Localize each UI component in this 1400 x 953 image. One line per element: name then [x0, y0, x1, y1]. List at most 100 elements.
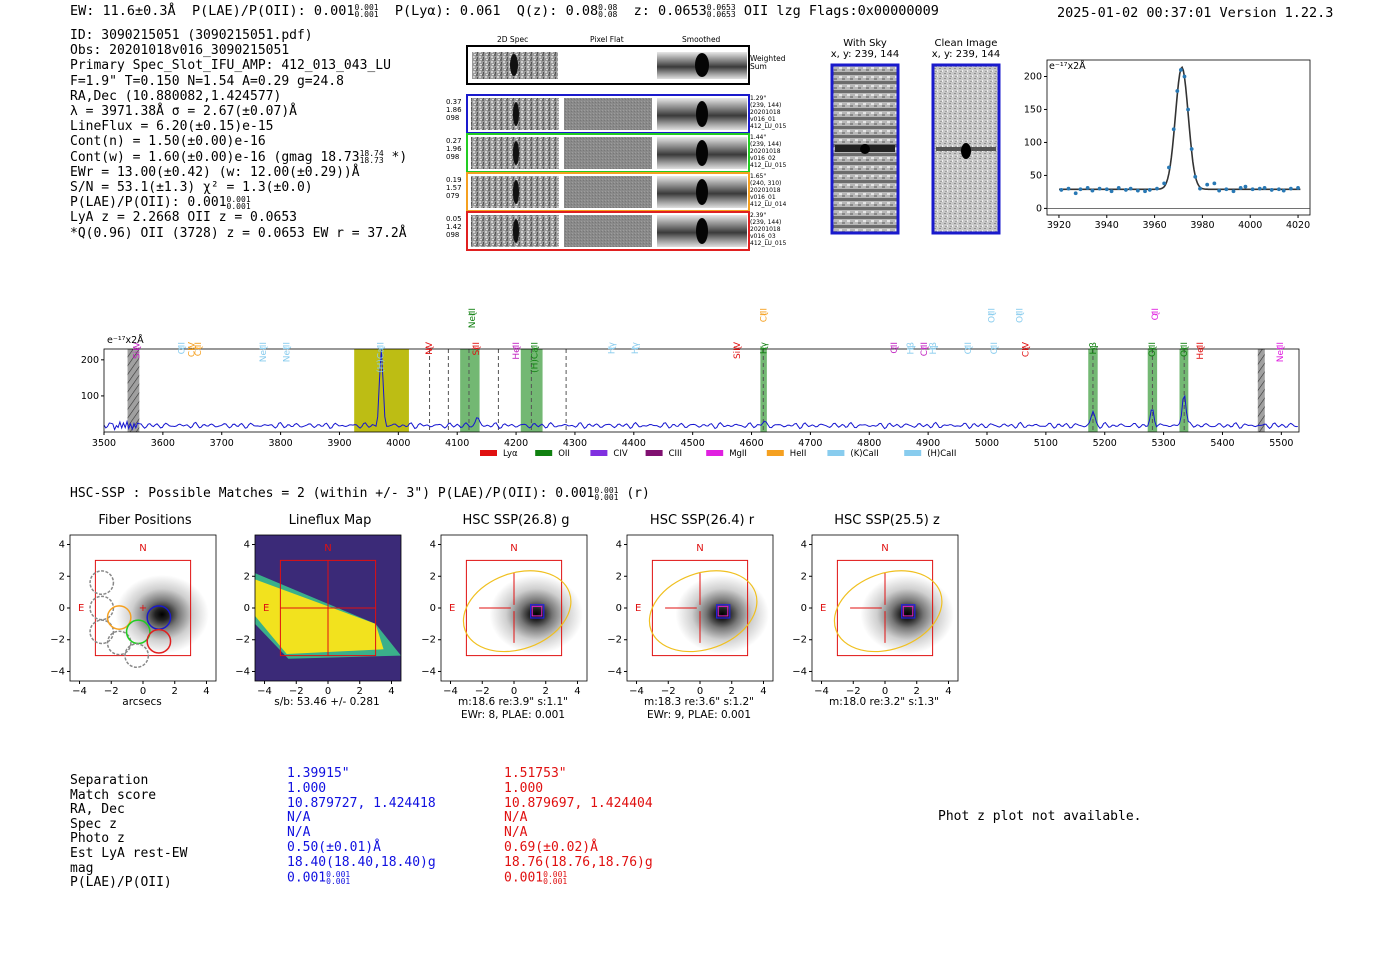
spec-unit-label: e⁻¹⁷x2Å — [107, 335, 144, 346]
label-separation: Separation — [70, 773, 149, 788]
spectrum-xtick-label: 4700 — [798, 438, 822, 449]
y-tick-label: −2 — [421, 635, 436, 646]
fit-data-point — [1238, 186, 1243, 190]
y-tick-label: −2 — [607, 635, 622, 646]
spectral-line-label: OIII — [1180, 342, 1190, 357]
spectrum-xtick-label: 5100 — [1034, 438, 1058, 449]
fit-data-point — [1205, 182, 1210, 187]
hsc-caption-1: m:18.6 re:3.9" s:1.1" — [458, 696, 568, 708]
fit-xtick-label: 3920 — [1047, 220, 1071, 231]
cutout-2d-source — [513, 102, 519, 126]
fiber-info-line: 20201018 — [750, 148, 781, 155]
hsc-panel-title: Fiber Positions — [98, 513, 192, 528]
weight-value: 1.42 — [446, 223, 462, 231]
fit-data-point — [1182, 74, 1187, 79]
spectral-line-bracket: { — [1180, 345, 1189, 350]
legend-label: OII — [558, 449, 570, 459]
north-label: N — [510, 543, 517, 554]
spectral-line-bracket: { — [990, 345, 999, 350]
fit-unit-label: e⁻¹⁷x2Å — [1049, 61, 1086, 72]
fit-data-point — [1198, 186, 1202, 191]
hsc-caption-1: s/b: 53.46 +/- 0.281 — [274, 696, 380, 708]
fit-data-point — [1269, 188, 1274, 192]
fit-xtick-label: 4000 — [1238, 220, 1262, 231]
y-tick-label: 0 — [801, 603, 807, 614]
north-label: N — [881, 543, 888, 554]
fit-data-point — [1288, 186, 1293, 191]
spectral-line-bracket: { — [194, 345, 203, 350]
sky-cutouts — [830, 63, 1001, 235]
fit-data-point — [1186, 107, 1190, 112]
spectral-line-label: NeIII — [468, 308, 478, 328]
legend-swatch — [645, 450, 663, 456]
spectral-line-label: NeIII — [282, 342, 292, 362]
spectral-line-bracket: { — [890, 345, 899, 350]
spectral-line-label: CIII — [759, 308, 769, 322]
spectral-line-label: (H)CaII — [530, 342, 540, 373]
x-tick-label: −4 — [814, 686, 829, 697]
cutout-smoothed-source — [696, 218, 708, 244]
info-best-z: *Q(0.96) OII (3728) z = 0.0653 EW r = 37… — [70, 225, 407, 241]
info-cont-w: Cont(w) = 1.60(±0.00)e-16 (gmag 18.7318.… — [70, 149, 408, 166]
info-id: ID: 3090215051 (3090215051.pdf) — [70, 28, 313, 43]
y-tick-label: 0 — [244, 603, 250, 614]
cutout-row-weights: 0.05 1.42 098 — [446, 215, 462, 239]
header-plya: P(Lyα): 0.061 — [394, 3, 501, 19]
match-labels: Separation Match score RA, Dec Spec z Ph… — [70, 773, 187, 891]
match-box-blue — [716, 604, 731, 619]
x-tick-label: −2 — [846, 686, 861, 697]
hsc-panel-image: N E −4 −4 −2 −2 0 0 2 2 4 4 — [792, 534, 959, 697]
spectrum-background — [104, 349, 1299, 432]
spectral-line-bracket: { — [759, 345, 768, 350]
spectral-line-label: OIII — [988, 308, 998, 323]
cutout-2d-source — [513, 180, 519, 204]
x-tick-label: −4 — [257, 686, 272, 697]
x-tick-label: 0 — [697, 686, 703, 697]
fiber-info-line: v016_01 — [750, 194, 776, 201]
fit-data-point — [1073, 191, 1078, 196]
spectral-line-label: (H)CaII — [377, 342, 387, 373]
spectral-line-bracket: { — [1089, 345, 1098, 350]
spectral-line-label: HeII — [1196, 342, 1206, 360]
header-flags: OII lzg Flags:0x00000009 — [743, 3, 939, 19]
spectral-line-bracket: { — [920, 345, 929, 350]
legend-swatch — [706, 450, 724, 456]
spectrum-xtick-label: 4100 — [445, 438, 469, 449]
legend-label: MgII — [729, 449, 747, 459]
spectral-line-label: CII — [890, 342, 900, 354]
hsc-caption-2: EWr: 8, PLAE: 0.001 — [460, 709, 566, 721]
info-ewr: EWr = 13.00(±0.42) (w: 12.00(±0.29))Å — [70, 164, 360, 180]
fit-data-point — [1066, 186, 1071, 191]
spectrum-xtick-label: 3800 — [269, 438, 293, 449]
fit-data-point — [1178, 67, 1183, 72]
fit-data-point — [1059, 188, 1064, 192]
spectrum-xtick-label: 3600 — [151, 438, 175, 449]
x-tick-label: 0 — [882, 686, 888, 697]
spectrum-xtick-label: 4000 — [386, 438, 410, 449]
spectral-line-label: OIII — [1148, 342, 1158, 357]
fit-data-point — [1193, 174, 1198, 179]
cutout-grid — [466, 45, 750, 251]
col-smoothed-label: Smoothed — [682, 35, 721, 44]
cutout-flat — [564, 137, 652, 169]
x-tick-label: −2 — [104, 686, 119, 697]
y-tick-label: 4 — [430, 540, 436, 551]
fit-data-point — [1078, 187, 1083, 192]
line-band — [1147, 349, 1158, 432]
col-pixelflat-label: Pixel Flat — [590, 35, 624, 44]
x-tick-label: 2 — [172, 686, 178, 697]
info-primary-slot: Primary Spec_Slot_IFU_AMP: 412_013_043_L… — [70, 58, 391, 74]
weight-value: 098 — [446, 153, 460, 161]
galaxy-image — [675, 574, 769, 654]
x-tick-label: 2 — [729, 686, 735, 697]
header-qz: Q(z): 0.08 — [516, 3, 599, 19]
fit-data-point — [1085, 186, 1090, 190]
weighted-2d-blob — [510, 54, 518, 76]
x-tick-label: −4 — [629, 686, 644, 697]
fit-data-point — [1277, 187, 1281, 192]
spectral-line-label: CIV — [1021, 341, 1031, 357]
legend-swatch — [480, 450, 497, 456]
spectrum-xtick-label: 3700 — [210, 438, 234, 449]
spectral-line-bracket: { — [929, 345, 938, 350]
weight-value: 079 — [446, 192, 460, 200]
